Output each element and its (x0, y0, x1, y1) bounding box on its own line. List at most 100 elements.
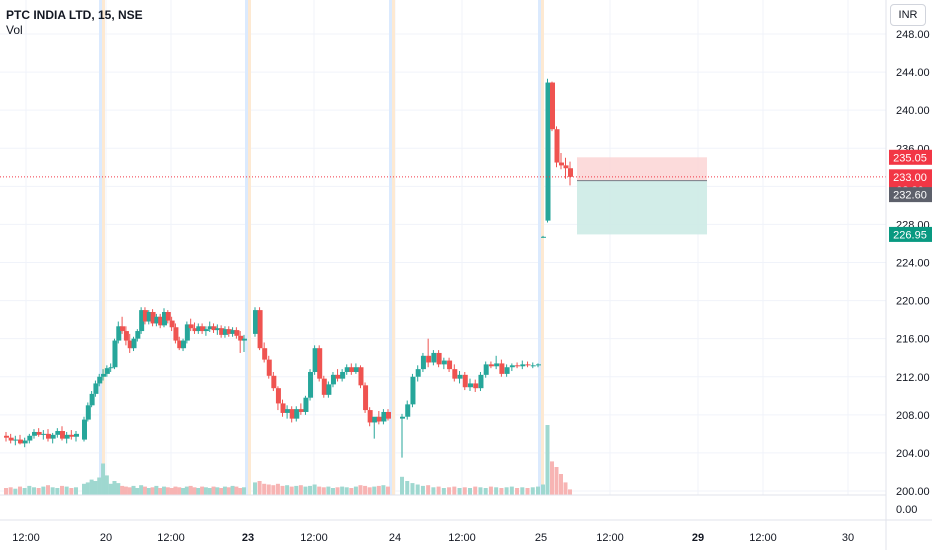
candle-body[interactable] (32, 431, 37, 436)
candle-body[interactable] (139, 310, 145, 332)
candle-body[interactable] (266, 359, 272, 376)
candle-body[interactable] (488, 364, 494, 367)
candle-body[interactable] (211, 326, 217, 331)
candle-body[interactable] (257, 310, 263, 349)
candle-body[interactable] (112, 340, 118, 368)
candle-body[interactable] (280, 403, 286, 413)
candle-body[interactable] (447, 360, 453, 370)
candle-body[interactable] (515, 365, 521, 367)
candle-body[interactable] (173, 327, 179, 341)
candle-body[interactable] (504, 367, 510, 374)
candle-body[interactable] (321, 378, 327, 395)
candle-body[interactable] (344, 367, 350, 372)
candle-body[interactable] (312, 348, 318, 372)
candle-body[interactable] (82, 419, 87, 440)
candle-body[interactable] (426, 355, 432, 363)
candle-body[interactable] (400, 416, 405, 419)
candle-body[interactable] (64, 434, 70, 439)
candle-body[interactable] (420, 355, 426, 370)
candle-body[interactable] (376, 416, 382, 422)
candle-body[interactable] (353, 367, 359, 372)
candle-body[interactable] (97, 376, 103, 384)
candle-body[interactable] (85, 405, 91, 420)
candle-body[interactable] (207, 326, 213, 330)
stop-price-tag[interactable] (889, 149, 932, 165)
candle-body[interactable] (303, 397, 309, 412)
candle-body[interactable] (27, 435, 33, 441)
candle-body[interactable] (275, 388, 281, 404)
candle-body[interactable] (262, 348, 268, 360)
candle-body[interactable] (184, 324, 190, 341)
candle-body[interactable] (226, 329, 232, 334)
candle-body[interactable] (135, 331, 141, 339)
candle-body[interactable] (457, 374, 463, 379)
candle-body[interactable] (317, 348, 323, 379)
candle-body[interactable] (441, 360, 447, 365)
candle-body[interactable] (177, 340, 183, 349)
candle-body[interactable] (192, 328, 198, 332)
candle-body[interactable] (520, 364, 526, 367)
candle-body[interactable] (536, 364, 541, 366)
candle-body[interactable] (363, 385, 369, 411)
candle-body[interactable] (530, 365, 536, 367)
take-profit-zone[interactable] (577, 180, 707, 235)
target-price-tag[interactable] (889, 226, 932, 242)
candle-body[interactable] (294, 409, 300, 419)
candle-body[interactable] (127, 340, 133, 349)
candle-body[interactable] (120, 326, 126, 332)
candle-body[interactable] (381, 411, 387, 422)
candle-body[interactable] (60, 431, 65, 439)
candle-body[interactable] (55, 431, 61, 435)
candle-body[interactable] (563, 165, 569, 169)
candle-body[interactable] (372, 416, 378, 423)
candle-body[interactable] (158, 316, 164, 326)
candle-body[interactable] (8, 437, 14, 441)
candle-body[interactable] (131, 338, 137, 349)
candle-body[interactable] (242, 338, 247, 341)
candle-body[interactable] (46, 433, 51, 439)
candle-body[interactable] (169, 320, 175, 328)
candle-body[interactable] (415, 369, 421, 377)
candle-body[interactable] (200, 326, 206, 332)
candle-body[interactable] (150, 312, 156, 324)
candle-body[interactable] (238, 335, 244, 341)
candle-body[interactable] (358, 367, 364, 386)
candle-body[interactable] (436, 352, 442, 365)
candle-body[interactable] (13, 439, 19, 441)
candle-body[interactable] (93, 383, 99, 394)
candle-body[interactable] (253, 310, 258, 334)
candle-body[interactable] (541, 236, 546, 238)
candle-body[interactable] (499, 363, 505, 374)
entry-price-tag[interactable] (889, 187, 932, 203)
candle-body[interactable] (215, 328, 221, 331)
candle-body[interactable] (473, 383, 479, 389)
candle-body[interactable] (405, 404, 411, 417)
stop-loss-zone[interactable] (577, 157, 707, 181)
candle-body[interactable] (108, 367, 114, 369)
candle-body[interactable] (568, 168, 573, 177)
candle-body[interactable] (340, 371, 346, 379)
candle-body[interactable] (234, 330, 240, 336)
candle-body[interactable] (478, 374, 484, 389)
candle-body[interactable] (74, 433, 79, 437)
candle-body[interactable] (431, 352, 437, 363)
candle-body[interactable] (367, 410, 373, 423)
price-axis[interactable] (886, 0, 932, 550)
candle-body[interactable] (545, 82, 551, 221)
candle-body[interactable] (116, 326, 122, 341)
candle-body[interactable] (101, 373, 107, 377)
candle-body[interactable] (285, 409, 291, 413)
candle-body[interactable] (89, 393, 95, 406)
candle-body[interactable] (410, 376, 416, 405)
candle-body[interactable] (162, 312, 167, 326)
candle-body[interactable] (271, 375, 277, 389)
candle-body[interactable] (494, 363, 500, 367)
candle-body[interactable] (203, 329, 209, 332)
candle-body[interactable] (181, 340, 187, 349)
candle-body[interactable] (349, 367, 355, 372)
candle-body[interactable] (468, 383, 473, 388)
symbol-title[interactable]: PTC INDIA LTD, 15, NSE (6, 8, 143, 22)
candle-body[interactable] (22, 440, 28, 444)
candle-body[interactable] (165, 312, 171, 321)
candle-body[interactable] (298, 409, 304, 412)
